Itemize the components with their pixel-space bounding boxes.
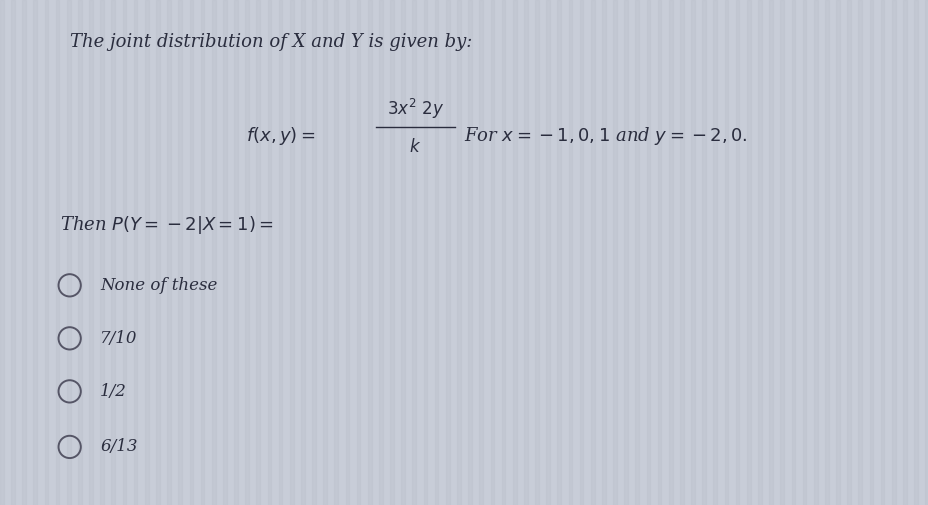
Bar — [635, 0, 638, 505]
Bar — [11, 0, 15, 505]
Bar — [290, 0, 293, 505]
Bar — [679, 0, 683, 505]
Bar — [646, 0, 650, 505]
Bar — [535, 0, 538, 505]
Bar — [100, 0, 104, 505]
Bar — [568, 0, 572, 505]
Bar — [33, 0, 37, 505]
Bar — [479, 0, 483, 505]
Bar — [423, 0, 427, 505]
Bar — [56, 0, 59, 505]
Bar — [802, 0, 806, 505]
Bar — [367, 0, 371, 505]
Bar — [612, 0, 616, 505]
Bar — [457, 0, 460, 505]
Text: 7/10: 7/10 — [100, 330, 137, 347]
Bar — [45, 0, 48, 505]
Bar — [512, 0, 516, 505]
Text: $k$: $k$ — [408, 138, 421, 157]
Bar — [702, 0, 705, 505]
Bar — [345, 0, 349, 505]
Bar — [902, 0, 906, 505]
Bar — [880, 0, 883, 505]
Bar — [780, 0, 783, 505]
Text: Then $P(Y=-2|X=1)=$: Then $P(Y=-2|X=1)=$ — [60, 214, 274, 236]
Bar — [768, 0, 772, 505]
Bar — [601, 0, 605, 505]
Bar — [379, 0, 382, 505]
Bar — [757, 0, 761, 505]
Bar — [857, 0, 861, 505]
Bar — [657, 0, 661, 505]
Bar — [200, 0, 204, 505]
Bar — [579, 0, 583, 505]
Text: The joint distribution of X and Y is given by:: The joint distribution of X and Y is giv… — [70, 33, 471, 51]
Bar — [713, 0, 716, 505]
Bar — [212, 0, 215, 505]
Bar — [746, 0, 750, 505]
Bar — [89, 0, 93, 505]
Bar — [390, 0, 393, 505]
Bar — [501, 0, 505, 505]
Bar — [189, 0, 193, 505]
Bar — [869, 0, 872, 505]
Bar — [523, 0, 527, 505]
Bar — [835, 0, 839, 505]
Bar — [924, 0, 928, 505]
Bar — [846, 0, 850, 505]
Bar — [178, 0, 182, 505]
Bar — [323, 0, 327, 505]
Bar — [78, 0, 82, 505]
Text: $3x^2\ 2y$: $3x^2\ 2y$ — [386, 96, 444, 121]
Bar — [278, 0, 282, 505]
Bar — [234, 0, 238, 505]
Bar — [334, 0, 338, 505]
Bar — [546, 0, 549, 505]
Bar — [156, 0, 160, 505]
Bar — [434, 0, 438, 505]
Bar — [490, 0, 494, 505]
Bar — [312, 0, 316, 505]
Bar — [724, 0, 728, 505]
Text: $f(x, y) =$: $f(x, y) =$ — [246, 125, 316, 147]
Bar — [256, 0, 260, 505]
Bar — [668, 0, 672, 505]
Bar — [891, 0, 895, 505]
Bar — [134, 0, 137, 505]
Bar — [301, 0, 304, 505]
Bar — [167, 0, 171, 505]
Text: 6/13: 6/13 — [100, 438, 137, 456]
Bar — [690, 0, 694, 505]
Bar — [122, 0, 126, 505]
Bar — [624, 0, 627, 505]
Bar — [813, 0, 817, 505]
Bar — [401, 0, 405, 505]
Bar — [67, 0, 71, 505]
Bar — [557, 0, 561, 505]
Bar — [824, 0, 828, 505]
Bar — [22, 0, 26, 505]
Bar — [913, 0, 917, 505]
Bar — [445, 0, 449, 505]
Bar — [791, 0, 794, 505]
Bar — [223, 0, 226, 505]
Text: None of these: None of these — [100, 277, 217, 294]
Bar — [412, 0, 416, 505]
Bar — [735, 0, 739, 505]
Bar — [145, 0, 148, 505]
Text: For $x=-1,0,1$ and $y=-2,0.$: For $x=-1,0,1$ and $y=-2,0.$ — [464, 125, 747, 147]
Bar — [0, 0, 4, 505]
Bar — [468, 0, 471, 505]
Bar — [590, 0, 594, 505]
Bar — [356, 0, 360, 505]
Bar — [111, 0, 115, 505]
Text: 1/2: 1/2 — [100, 383, 127, 400]
Bar — [245, 0, 249, 505]
Bar — [267, 0, 271, 505]
